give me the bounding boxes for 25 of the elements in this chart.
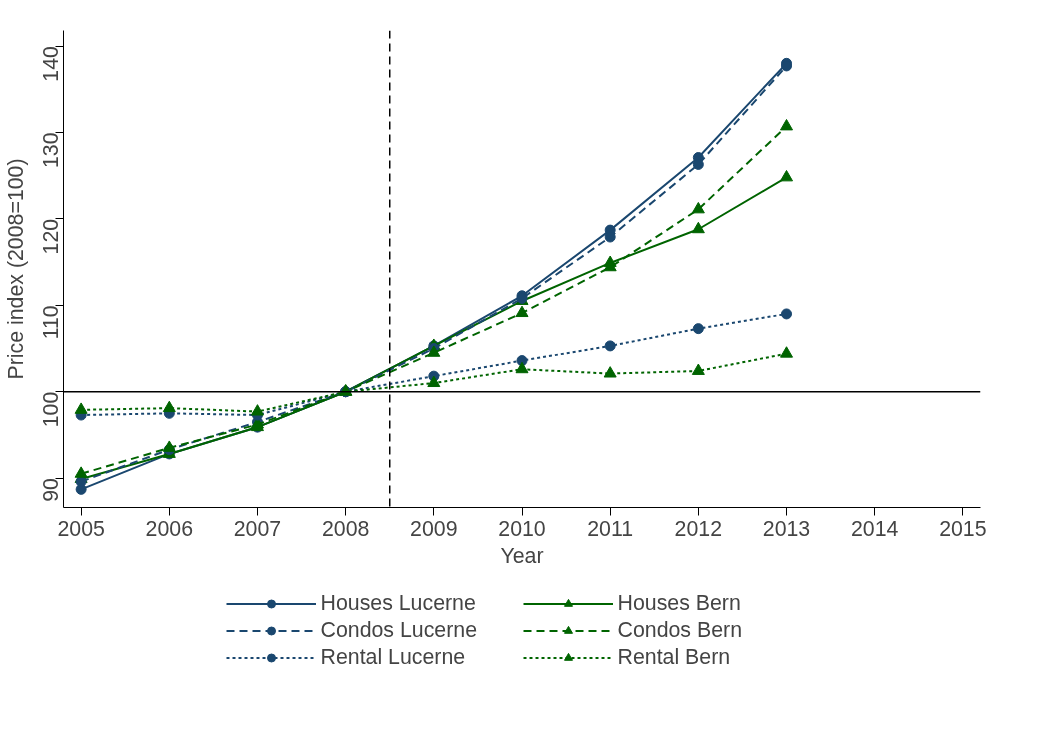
legend-label: Houses Bern [617, 590, 742, 616]
y-axis-title: Price index (2008=100) [3, 158, 28, 380]
y-tick-label: 130 [39, 132, 63, 169]
legend-label: Rental Bern [617, 644, 732, 670]
x-tick-label: 2010 [498, 516, 546, 541]
x-axis-title: Year [500, 543, 544, 568]
x-tick-label: 2006 [145, 516, 194, 541]
legend-label: Condos Bern [617, 617, 743, 643]
y-tick-label: 100 [39, 391, 63, 428]
legend-label: Condos Lucerne [320, 617, 478, 643]
x-tick-label: 2013 [762, 516, 811, 541]
legend-label: Houses Lucerne [320, 590, 477, 616]
y-tick-label: 90 [39, 477, 63, 502]
x-tick-label: 2011 [587, 516, 634, 541]
x-tick-label: 2015 [939, 516, 987, 541]
y-tick-label: 120 [39, 218, 63, 255]
y-tick-label: 110 [39, 305, 63, 340]
y-tick-label: 140 [39, 45, 63, 82]
x-tick-label: 2008 [321, 516, 370, 541]
legend-label: Rental Lucerne [320, 644, 467, 670]
x-tick-label: 2012 [674, 516, 723, 541]
x-tick-label: 2009 [410, 516, 458, 541]
x-tick-label: 2014 [850, 516, 899, 541]
x-tick-label: 2005 [57, 516, 105, 541]
x-tick-label: 2007 [233, 516, 282, 541]
